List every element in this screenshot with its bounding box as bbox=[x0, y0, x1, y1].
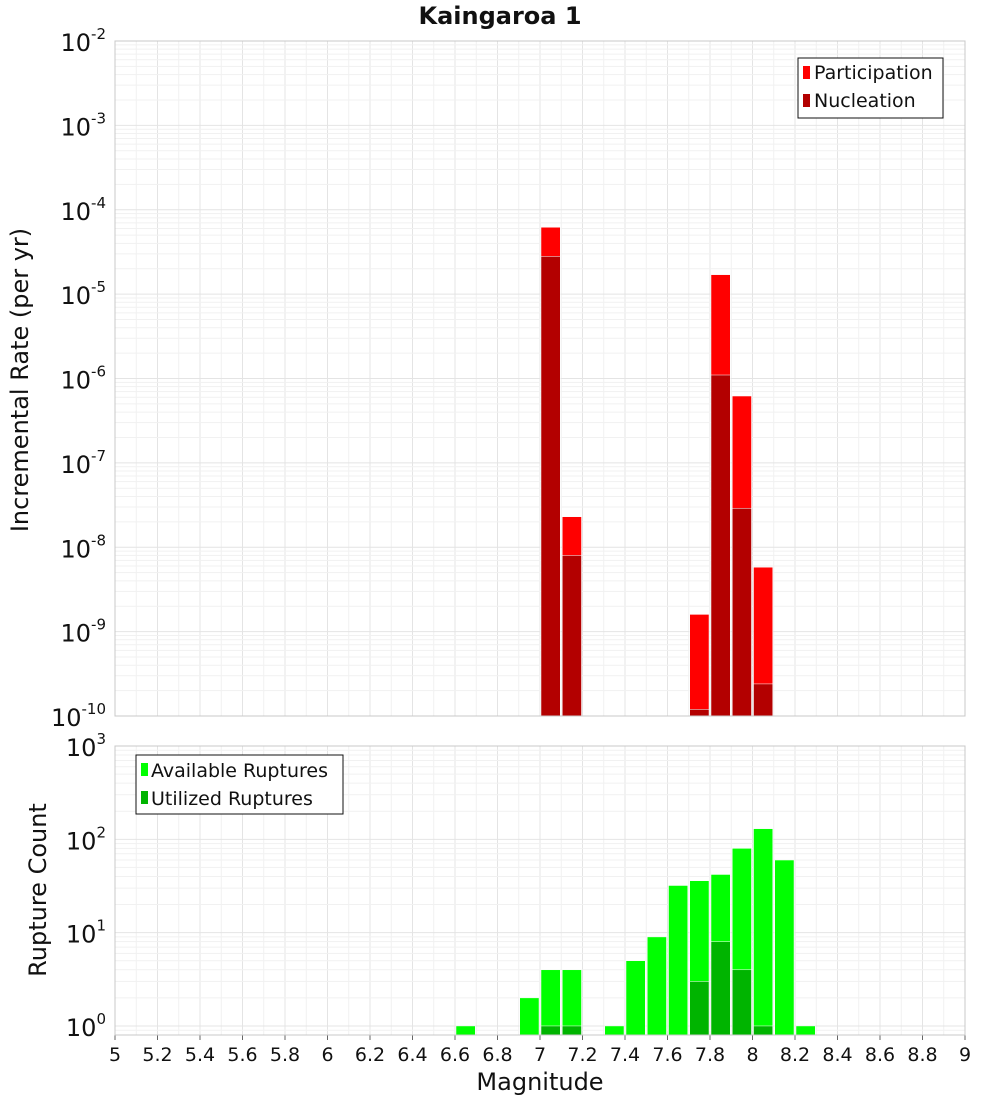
x-tick-label: 6.8 bbox=[482, 1044, 512, 1066]
count-bar-utilized-ruptures bbox=[540, 1025, 561, 1036]
count-bars bbox=[455, 828, 816, 1036]
x-tick-label: 7.6 bbox=[652, 1044, 682, 1066]
x-axis-label: Magnitude bbox=[476, 1068, 603, 1096]
rate-bar-nucleation bbox=[710, 374, 731, 717]
x-tick-label: 8 bbox=[746, 1044, 758, 1066]
rate-bar-nucleation bbox=[689, 709, 710, 717]
count-bar-available-ruptures bbox=[753, 828, 773, 1036]
x-tick-label: 5 bbox=[109, 1044, 121, 1066]
legend-swatch-nucleation bbox=[803, 94, 810, 107]
x-tick-label: 5.6 bbox=[227, 1044, 257, 1066]
rate-y-tick-label: 10-6 bbox=[60, 363, 106, 395]
count-bar-utilized-ruptures bbox=[753, 1025, 773, 1036]
rate-y-tick-label: 10-9 bbox=[60, 616, 106, 648]
x-tick-label: 5.2 bbox=[142, 1044, 172, 1066]
rate-legend-box bbox=[797, 57, 944, 119]
rate-bar-participation bbox=[689, 614, 710, 717]
legend-label-available: Available Ruptures bbox=[151, 760, 328, 782]
count-bar-available-ruptures bbox=[668, 885, 688, 1036]
rate-y-tick-label: 10-8 bbox=[60, 531, 106, 563]
x-tick-label: 8.2 bbox=[780, 1044, 810, 1066]
count-bar-utilized-ruptures bbox=[689, 981, 710, 1036]
count-bar-available-ruptures bbox=[455, 1025, 476, 1036]
count-panel: 100 101 102 103 5 5.2 5.4 5.6 5.8 6 6.2 6.4 6.6 6.8 7… bbox=[24, 730, 971, 1096]
count-bar-available-ruptures bbox=[795, 1025, 816, 1036]
rate-bars bbox=[540, 227, 773, 717]
legend-swatch-utilized bbox=[141, 791, 148, 804]
rate-plot-border bbox=[114, 40, 966, 717]
count-y-tick-label: 102 bbox=[66, 823, 106, 855]
rate-y-axis-label: Incremental Rate (per yr) bbox=[6, 228, 34, 532]
x-tick-label: 8.4 bbox=[822, 1044, 852, 1066]
rate-legend: Participation Nucleation bbox=[797, 57, 944, 119]
count-legend-box bbox=[135, 754, 344, 815]
rate-y-tick-label: 10-10 bbox=[51, 700, 106, 732]
count-y-tick-label: 100 bbox=[66, 1010, 106, 1042]
x-tick-label: 6.2 bbox=[355, 1044, 385, 1066]
rate-bar-nucleation bbox=[562, 555, 582, 717]
rate-bar-nucleation bbox=[753, 683, 773, 717]
x-tick-label: 9 bbox=[959, 1044, 971, 1066]
count-bar-utilized-ruptures bbox=[710, 941, 731, 1036]
count-plot-border bbox=[114, 745, 966, 1036]
x-tick-label: 8.8 bbox=[907, 1044, 937, 1066]
rate-panel: 10-10 10-9 10-8 10-7 10-6 10-5 10-4 10-3 10-2 In… bbox=[6, 25, 966, 732]
count-bar-available-ruptures bbox=[540, 969, 561, 1036]
rate-y-tick-label: 10-7 bbox=[60, 447, 106, 479]
x-tick-label: 6.6 bbox=[440, 1044, 470, 1066]
x-tick-label: 7.4 bbox=[610, 1044, 640, 1066]
count-bar-available-ruptures bbox=[647, 936, 667, 1036]
count-bar-available-ruptures bbox=[519, 997, 540, 1036]
count-bar-utilized-ruptures bbox=[562, 1025, 582, 1036]
legend-swatch-participation bbox=[803, 66, 810, 79]
count-bar-available-ruptures bbox=[604, 1025, 625, 1036]
count-bar-available-ruptures bbox=[625, 960, 646, 1036]
rate-y-tick-label: 10-4 bbox=[60, 194, 106, 226]
legend-swatch-available bbox=[141, 763, 148, 776]
rate-y-tick-label: 10-2 bbox=[60, 25, 106, 57]
x-tick-label: 6.4 bbox=[397, 1044, 427, 1066]
rate-y-tick-label: 10-5 bbox=[60, 278, 106, 310]
legend-label-utilized: Utilized Ruptures bbox=[151, 788, 313, 810]
count-y-tick-label: 103 bbox=[66, 730, 106, 762]
legend-label-nucleation: Nucleation bbox=[814, 90, 916, 112]
x-tick-label: 5.4 bbox=[185, 1044, 215, 1066]
count-bar-utilized-ruptures bbox=[732, 969, 752, 1036]
chart-title: Kaingaroa 1 bbox=[418, 2, 581, 30]
legend-label-participation: Participation bbox=[814, 62, 933, 84]
rate-bar-nucleation bbox=[732, 507, 752, 717]
x-tick-label: 7.2 bbox=[567, 1044, 597, 1066]
x-tick-label: 8.6 bbox=[865, 1044, 895, 1066]
rate-y-ticks: 10-10 10-9 10-8 10-7 10-6 10-5 10-4 10-3 10-2 bbox=[51, 25, 106, 732]
count-legend: Available Ruptures Utilized Ruptures bbox=[135, 754, 344, 815]
count-y-tick-label: 101 bbox=[66, 917, 106, 949]
x-tick-label: 5.8 bbox=[270, 1044, 300, 1066]
rate-bar-nucleation bbox=[540, 256, 561, 717]
rate-y-tick-label: 10-3 bbox=[60, 109, 106, 141]
count-y-ticks: 100 101 102 103 bbox=[66, 730, 106, 1042]
rate-gridlines bbox=[114, 40, 966, 717]
x-tick-label: 6 bbox=[321, 1044, 333, 1066]
count-x-ticks: 5 5.2 5.4 5.6 5.8 6 6.2 6.4 6.6 6.8 7 7.2 7.4 7.6 7.8 8… bbox=[109, 1035, 971, 1066]
x-tick-label: 7 bbox=[534, 1044, 546, 1066]
count-bar-available-ruptures bbox=[774, 859, 795, 1036]
count-y-axis-label: Rupture Count bbox=[24, 803, 52, 977]
x-tick-label: 7.8 bbox=[695, 1044, 725, 1066]
count-bar-available-ruptures bbox=[562, 969, 582, 1036]
